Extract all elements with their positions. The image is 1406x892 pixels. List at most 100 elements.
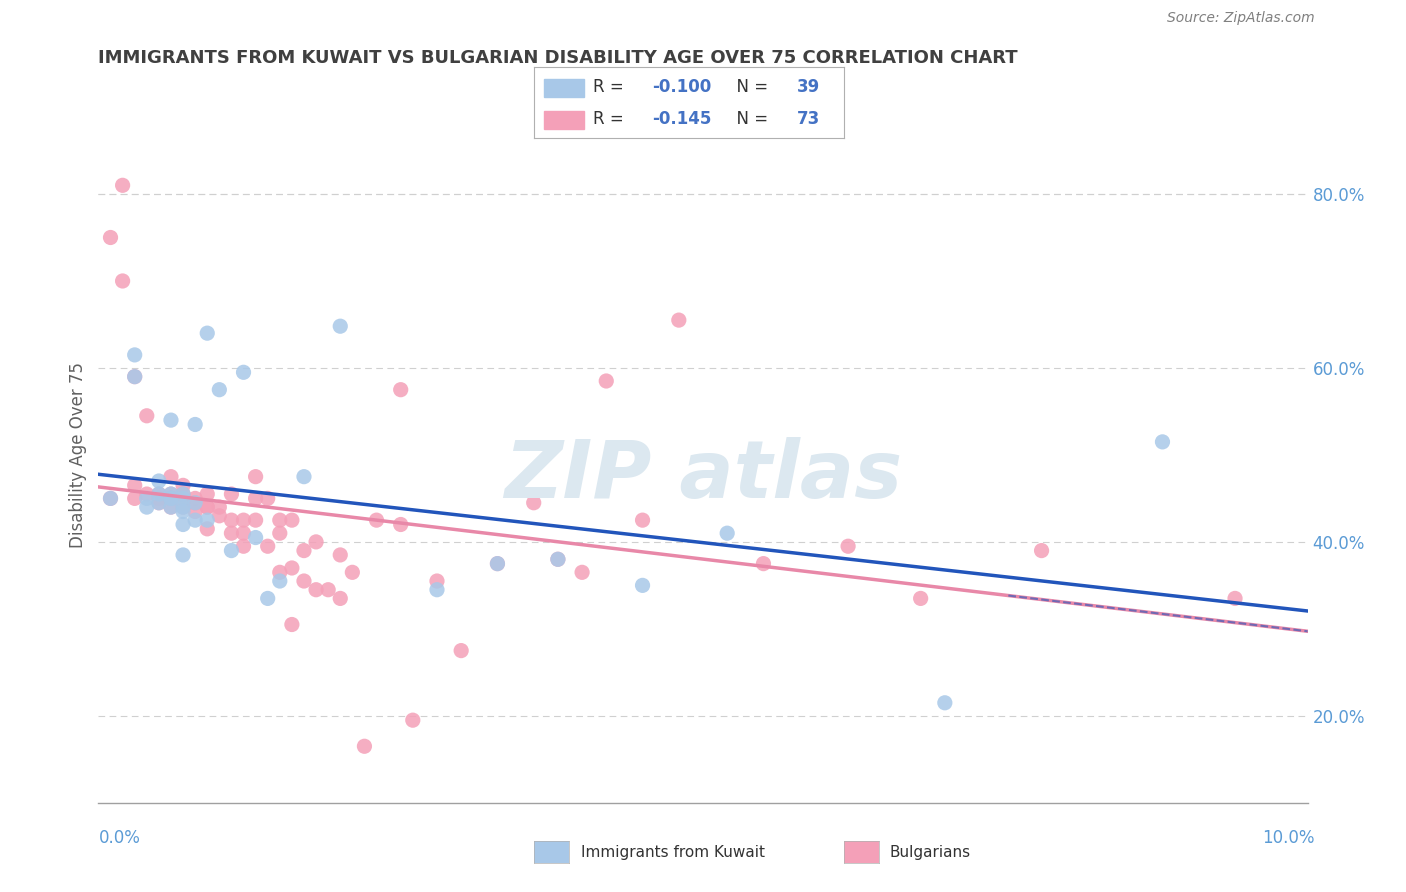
Point xyxy=(232,539,254,553)
Point xyxy=(172,500,194,514)
Text: Bulgarians: Bulgarians xyxy=(890,846,972,860)
Point xyxy=(148,487,170,501)
Point xyxy=(595,374,617,388)
Point xyxy=(100,491,122,506)
Point xyxy=(160,500,183,514)
Text: -0.100: -0.100 xyxy=(652,78,711,95)
Point xyxy=(269,526,291,541)
Point xyxy=(160,491,183,506)
Point xyxy=(135,500,157,514)
Point xyxy=(668,313,690,327)
Point xyxy=(281,617,304,632)
Point xyxy=(184,504,207,518)
Text: ZIP atlas: ZIP atlas xyxy=(503,437,903,515)
Point xyxy=(329,548,352,562)
Point xyxy=(172,517,194,532)
Point xyxy=(329,319,352,334)
Point xyxy=(269,566,291,580)
Point xyxy=(1031,543,1053,558)
Point xyxy=(316,582,339,597)
Point xyxy=(523,496,546,510)
Point xyxy=(366,513,388,527)
Point xyxy=(389,383,412,397)
Point xyxy=(184,513,207,527)
Point xyxy=(148,496,170,510)
Point xyxy=(160,413,183,427)
Point xyxy=(305,582,328,597)
Point xyxy=(329,591,352,606)
Point xyxy=(135,491,157,506)
Point xyxy=(135,487,157,501)
Point xyxy=(195,326,218,340)
Point xyxy=(148,487,170,501)
Point xyxy=(547,552,569,566)
Point xyxy=(342,566,364,580)
Point xyxy=(232,365,254,379)
Point xyxy=(124,369,146,384)
Point xyxy=(195,487,218,501)
Point xyxy=(256,591,278,606)
Point xyxy=(426,574,449,588)
Text: N =: N = xyxy=(725,78,773,95)
Point xyxy=(232,526,254,541)
Point xyxy=(195,500,218,514)
Point xyxy=(172,500,194,514)
Point xyxy=(208,383,231,397)
Point xyxy=(172,487,194,501)
Point xyxy=(910,591,932,606)
Point xyxy=(232,513,254,527)
Point xyxy=(135,409,157,423)
Point xyxy=(245,531,267,545)
Point xyxy=(100,491,122,506)
Point xyxy=(221,513,243,527)
Point xyxy=(1223,591,1246,606)
Point xyxy=(631,578,654,592)
Point xyxy=(184,417,207,432)
Point xyxy=(245,469,267,483)
Point xyxy=(100,230,122,244)
Point xyxy=(292,543,315,558)
Text: Immigrants from Kuwait: Immigrants from Kuwait xyxy=(581,846,765,860)
Point xyxy=(184,491,207,506)
Text: 10.0%: 10.0% xyxy=(1263,829,1315,847)
Text: 0.0%: 0.0% xyxy=(98,829,141,847)
Point xyxy=(305,534,328,549)
Point xyxy=(353,739,375,754)
Point xyxy=(426,582,449,597)
Point xyxy=(631,513,654,527)
Point xyxy=(208,500,231,514)
Point xyxy=(221,487,243,501)
Point xyxy=(124,369,146,384)
Point xyxy=(547,552,569,566)
Point xyxy=(124,491,146,506)
Point xyxy=(389,517,412,532)
Point xyxy=(256,539,278,553)
Point xyxy=(208,508,231,523)
Point xyxy=(281,513,304,527)
Point xyxy=(292,574,315,588)
Text: R =: R = xyxy=(593,78,628,95)
Text: IMMIGRANTS FROM KUWAIT VS BULGARIAN DISABILITY AGE OVER 75 CORRELATION CHART: IMMIGRANTS FROM KUWAIT VS BULGARIAN DISA… xyxy=(98,49,1018,67)
Point xyxy=(1152,434,1174,449)
Point xyxy=(934,696,956,710)
Point xyxy=(752,557,775,571)
Point xyxy=(245,491,267,506)
Point xyxy=(160,487,183,501)
Point xyxy=(172,504,194,518)
Point xyxy=(160,469,183,483)
Point xyxy=(160,500,183,514)
Point xyxy=(571,566,593,580)
Point xyxy=(486,557,509,571)
Point xyxy=(221,543,243,558)
Point xyxy=(160,491,183,506)
Point xyxy=(172,478,194,492)
Bar xyxy=(544,79,583,97)
Point xyxy=(292,469,315,483)
Point xyxy=(148,496,170,510)
Text: 73: 73 xyxy=(797,110,821,128)
Point xyxy=(184,496,207,510)
Point xyxy=(111,178,134,193)
Point xyxy=(245,513,267,527)
Text: 39: 39 xyxy=(797,78,821,95)
Text: Source: ZipAtlas.com: Source: ZipAtlas.com xyxy=(1167,12,1315,25)
